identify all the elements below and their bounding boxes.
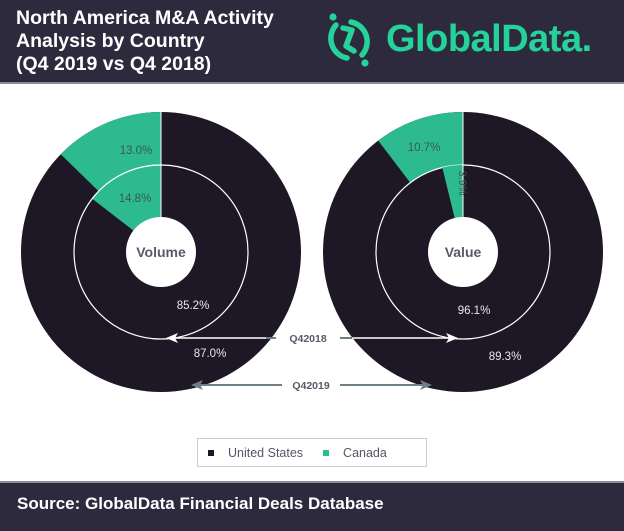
value-donut: Value 10.7% 3.9% 96.1% 89.3% [323, 111, 603, 392]
globaldata-logo: GlobalData. [322, 10, 622, 70]
legend-item-canada: Canada [323, 446, 387, 460]
logo-wordmark: GlobalData. [386, 18, 592, 60]
q4-2018-label: Q42018 [289, 333, 327, 345]
legend-label-canada: Canada [343, 445, 387, 460]
title-line-1: North America M&A Activity [16, 7, 274, 29]
arrow-right-icon [420, 380, 432, 390]
arrow-left-icon [166, 333, 178, 343]
volume-center-hole [126, 217, 196, 287]
q4-2018-annotation: Q42018 [166, 333, 458, 345]
arrow-left-icon [191, 380, 203, 390]
volume-outer-canada-label: 13.0% [120, 145, 153, 157]
q4-2019-annotation: Q42019 [191, 380, 432, 392]
value-inner-canada-label: 3.9% [456, 170, 468, 195]
title-line-2: Analysis by Country [16, 30, 205, 52]
volume-inner-us-label: 85.2% [177, 300, 210, 312]
volume-donut: Volume 13.0% 14.8% 85.2% 87.0% [21, 112, 301, 392]
value-center-hole [428, 217, 498, 287]
q4-2019-label: Q42019 [292, 380, 330, 392]
arrow-right-icon [446, 333, 458, 343]
footer-banner: Source: GlobalData Financial Deals Datab… [0, 481, 624, 531]
legend-label-united-states: United States [228, 445, 304, 460]
donut-charts: Volume 13.0% 14.8% 85.2% 87.0% Value 10.… [21, 111, 603, 392]
legend-item-united-states: United States [208, 446, 303, 460]
chart-title: North America M&A Activity Analysis by C… [16, 7, 274, 76]
legend-swatch-united-states [208, 449, 214, 456]
source-note: Source: GlobalData Financial Deals Datab… [17, 494, 384, 513]
value-center-label: Value [445, 244, 482, 260]
value-outer-canada-label: 10.7% [408, 142, 441, 154]
legend-swatch-canada [323, 449, 330, 456]
volume-inner-canada-label: 14.8% [119, 193, 152, 205]
volume-center-label: Volume [136, 244, 186, 260]
header-banner: North America M&A Activity Analysis by C… [0, 0, 624, 84]
volume-outer-us-label: 87.0% [194, 348, 227, 360]
value-outer-us-label: 89.3% [489, 351, 522, 363]
title-line-3: (Q4 2019 vs Q4 2018) [16, 53, 212, 75]
chart-legend: United States Canada [197, 438, 427, 467]
globaldata-logo-icon [328, 13, 370, 67]
value-inner-us-label: 96.1% [458, 305, 491, 317]
